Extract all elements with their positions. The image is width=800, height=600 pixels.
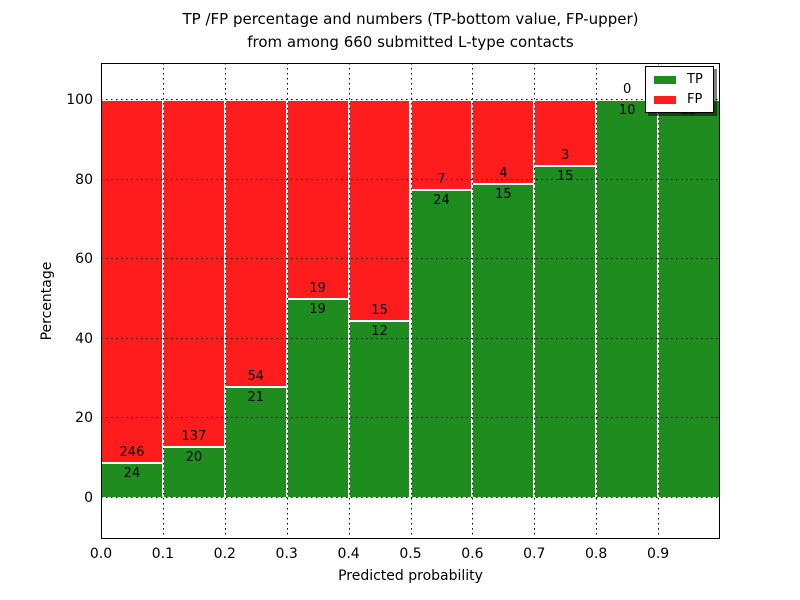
tp-count-label: 24: [123, 465, 141, 481]
vertical-gridline: [162, 63, 164, 539]
vertical-gridline: [348, 63, 350, 539]
bar-segment-tp: [286, 299, 349, 498]
vertical-gridline: [472, 63, 474, 539]
tp-count-label: 21: [247, 389, 265, 405]
tp-count-label: 15: [495, 186, 512, 202]
bar-0.7: 3 15: [534, 63, 597, 539]
x-tick-label: 0.7: [523, 546, 546, 562]
fp-count-label: 15: [371, 303, 388, 319]
legend-label-fp: FP: [687, 92, 703, 107]
bar-0.8: 0 10: [596, 63, 659, 539]
x-tick-label: 0.9: [646, 546, 670, 562]
bar-segment-fp: [410, 100, 473, 190]
vertical-gridline: [286, 63, 288, 539]
bar-segment-tp: [596, 100, 659, 498]
bar-segment-fp: [224, 100, 287, 387]
horizontal-gridline: [101, 258, 720, 260]
bar-segment-tp: [658, 100, 720, 498]
bar-0.6: 4 15: [472, 63, 535, 539]
bar-segment-fp: [534, 100, 597, 167]
legend-label-tp: TP: [687, 72, 703, 87]
legend-item-tp: TP: [654, 73, 703, 86]
chart-title: TP /FP percentage and numbers (TP-bottom…: [101, 8, 720, 54]
bar-segment-tp: [162, 447, 225, 498]
fp-count-label: 137: [181, 429, 207, 445]
vertical-gridline: [224, 63, 226, 539]
bar-segment-fp: [101, 100, 163, 463]
fp-count-label: 4: [499, 165, 508, 181]
fp-count-label: 19: [309, 281, 326, 296]
tp-count-label: 19: [309, 302, 326, 317]
x-tick-label: 0.2: [213, 546, 236, 562]
x-tick-label: 0.3: [275, 546, 298, 562]
x-tick-label: 0.0: [89, 546, 113, 562]
horizontal-gridline: [101, 497, 720, 498]
y-tick-label: 0: [84, 490, 93, 506]
tp-count-label: 15: [556, 169, 574, 185]
bar-segment-tp: [534, 166, 597, 498]
y-tick-label: 80: [75, 171, 93, 188]
vertical-gridline: [658, 63, 660, 539]
plot-area: 2462413720542119191512724415315010015: [101, 63, 720, 539]
horizontal-gridline: [101, 178, 720, 180]
fp-swatch-icon: [654, 95, 676, 104]
bar-segment-tp: [101, 462, 163, 498]
chart-title-line2: from among 660 submitted L-type contacts: [247, 33, 574, 51]
y-axis-label: Percentage: [39, 261, 55, 341]
y-tick-label: 100: [66, 92, 93, 108]
bar-segment-tp: [410, 189, 473, 498]
x-tick-label: 0.4: [337, 546, 360, 562]
legend: TP FP: [645, 66, 714, 113]
y-tick-label: 40: [75, 330, 93, 347]
tp-count-label: 20: [185, 450, 203, 466]
x-axis-label: Predicted probability: [338, 568, 483, 584]
x-tick-label: 0.6: [461, 546, 484, 562]
fp-count-label: 7: [437, 171, 446, 187]
tp-count-label: 24: [433, 192, 450, 208]
bar-segment-fp: [286, 100, 349, 299]
x-tick-label: 0.1: [151, 546, 175, 562]
bar-segment-tp: [348, 321, 411, 498]
legend-item-fp: FP: [654, 93, 703, 106]
fp-count-label: 54: [247, 368, 265, 384]
tp-count-label: 10: [618, 103, 636, 118]
bar-0.3: 19 19: [286, 63, 349, 539]
x-tick-label: 0.5: [399, 546, 422, 562]
bar-0.5: 7 24: [410, 63, 473, 539]
bar-segment-fp: [348, 100, 411, 322]
bar-segment-tp: [472, 183, 535, 498]
bar-0.4: 15 12: [348, 63, 411, 539]
x-tick-label: 0.8: [585, 546, 608, 562]
bar-0.0: 246 24: [101, 63, 163, 539]
fp-count-label: 0: [622, 82, 632, 97]
tp-count-label: 12: [371, 324, 388, 340]
bar-0.9: 015: [658, 63, 720, 539]
fp-count-label: 246: [119, 444, 145, 460]
bar-0.2: 54 21: [224, 63, 287, 539]
y-tick-label: 20: [75, 410, 93, 427]
vertical-gridline: [596, 63, 598, 539]
y-tick-label: 60: [75, 251, 93, 268]
tp-swatch-icon: [654, 75, 676, 84]
fp-count-label: 3: [561, 148, 570, 164]
chart-title-line1: TP /FP percentage and numbers (TP-bottom…: [182, 10, 639, 28]
vertical-gridline: [410, 63, 412, 539]
bar-0.1: 137 20: [162, 63, 225, 539]
bar-segment-fp: [162, 100, 225, 448]
vertical-gridline: [534, 63, 536, 539]
horizontal-gridline: [101, 337, 720, 339]
horizontal-gridline: [101, 417, 720, 419]
horizontal-gridline: [101, 99, 720, 100]
